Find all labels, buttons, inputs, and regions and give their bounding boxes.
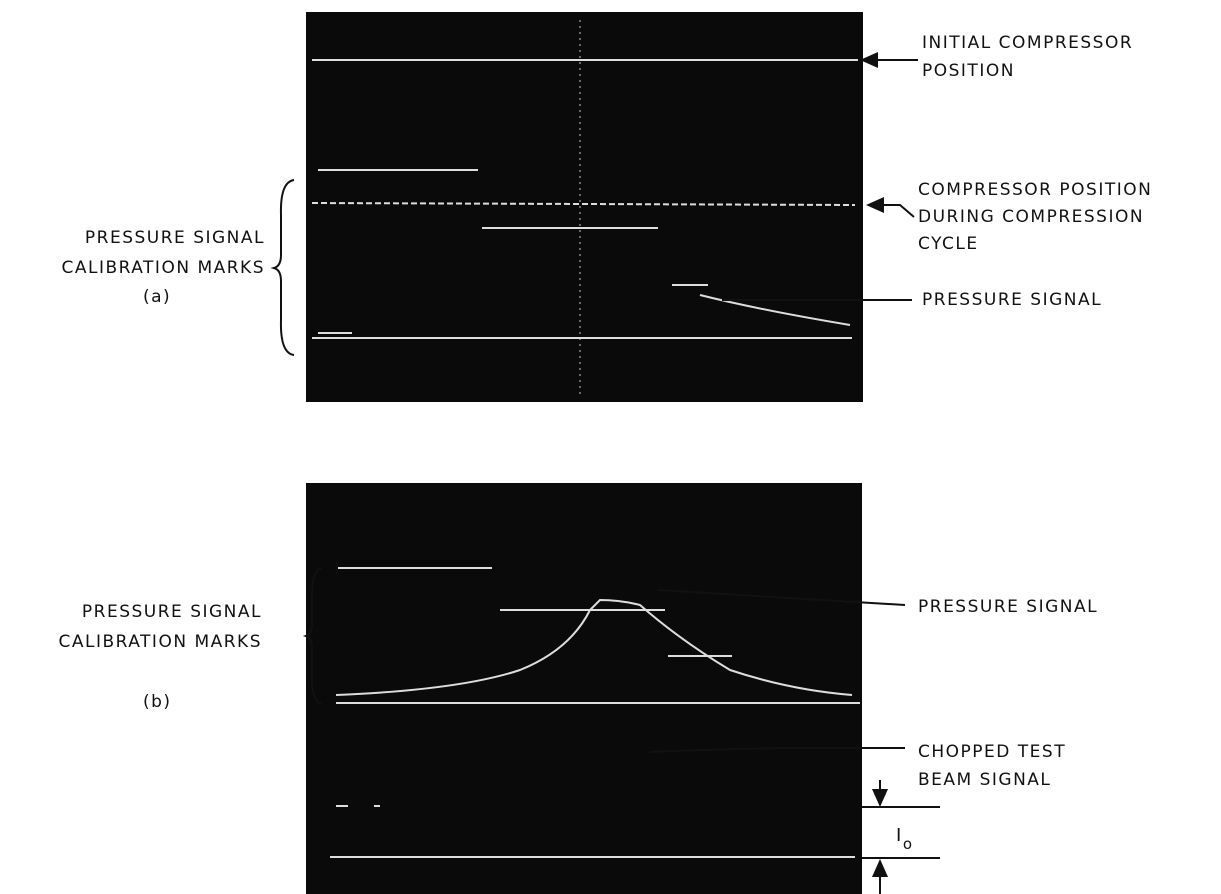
side-label: CALIBRATION MARKS <box>61 258 265 278</box>
side-label: PRESSURE SIGNAL <box>82 602 262 622</box>
figure: INITIAL COMPRESSOR POSITION COMPRESSOR P… <box>0 0 1221 894</box>
panel-label: (b) <box>143 692 172 712</box>
leader <box>868 205 914 217</box>
callout: INITIAL COMPRESSOR <box>922 33 1133 53</box>
callout: PRESSURE SIGNAL <box>918 597 1098 617</box>
panel-a: INITIAL COMPRESSOR POSITION COMPRESSOR P… <box>61 12 1152 402</box>
side-label: CALIBRATION MARKS <box>58 632 262 652</box>
callout: POSITION <box>922 61 1015 81</box>
intensity-symbol: I <box>896 825 903 846</box>
callout: CYCLE <box>918 234 979 254</box>
scope-screen <box>306 12 863 402</box>
brace <box>274 180 294 355</box>
intensity-subscript: o <box>903 835 914 853</box>
scope-screen <box>306 483 862 894</box>
callout: CHOPPED TEST <box>918 742 1066 762</box>
callout: COMPRESSOR POSITION <box>918 180 1152 200</box>
callout: PRESSURE SIGNAL <box>922 290 1102 310</box>
intensity-label: Io <box>896 825 914 853</box>
callout: DURING COMPRESSION <box>918 207 1144 227</box>
callout: BEAM SIGNAL <box>918 770 1051 790</box>
panel-label: (a) <box>143 287 171 307</box>
panel-b: PRESSURE SIGNAL CHOPPED TEST BEAM SIGNAL… <box>58 483 1098 894</box>
side-label: PRESSURE SIGNAL <box>85 228 265 248</box>
